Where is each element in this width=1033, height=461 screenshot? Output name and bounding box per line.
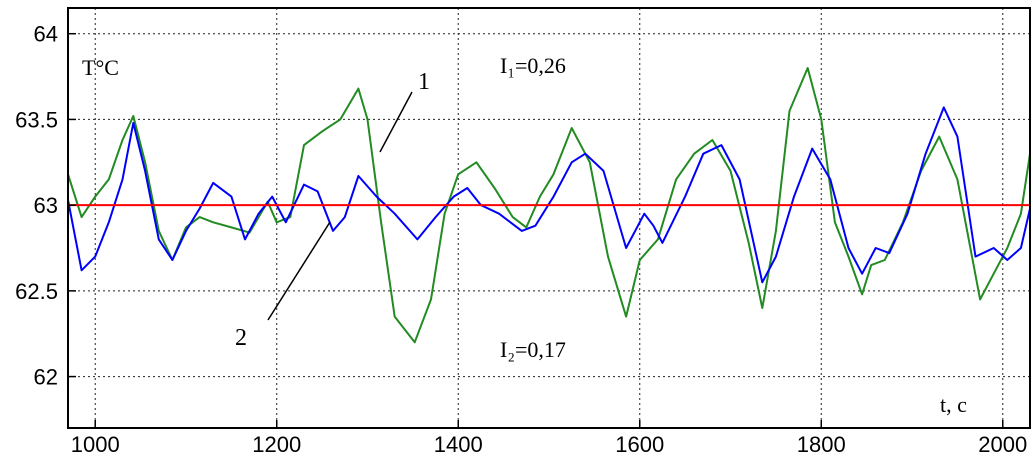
y-tick-label: 64 [34,22,58,47]
x-tick-label: 1000 [71,432,120,457]
x-tick-label: 2000 [978,432,1027,457]
leader-line-2 [267,221,331,321]
y-tick-label: 63.5 [15,107,58,132]
x-tick-label: 1600 [615,432,664,457]
y-tick-label: 62 [34,365,58,390]
tick-layer: 1000 1200 1400 1600 1800 2000 62 62.5 63 63.5 64 [15,22,1027,457]
series-layer [67,67,1031,344]
series-label-1: 1 [418,69,430,95]
x-tick-label: 1200 [252,432,301,457]
leader-line-1 [379,91,413,153]
x-axis-label: t, c [940,392,967,417]
y-tick-label: 63 [34,193,58,218]
annotation-i1: I₁=0,26 [500,53,566,78]
x-tick-label: 1400 [434,432,483,457]
y-axis-label: T°C [82,55,119,80]
plot-frame [67,7,1031,429]
series-line-1 [67,67,1031,344]
y-tick-label: 62.5 [15,279,58,304]
series-label-2: 2 [235,325,247,351]
annotation-i2: I₂=0,17 [500,337,566,362]
x-tick-label: 1800 [797,432,846,457]
